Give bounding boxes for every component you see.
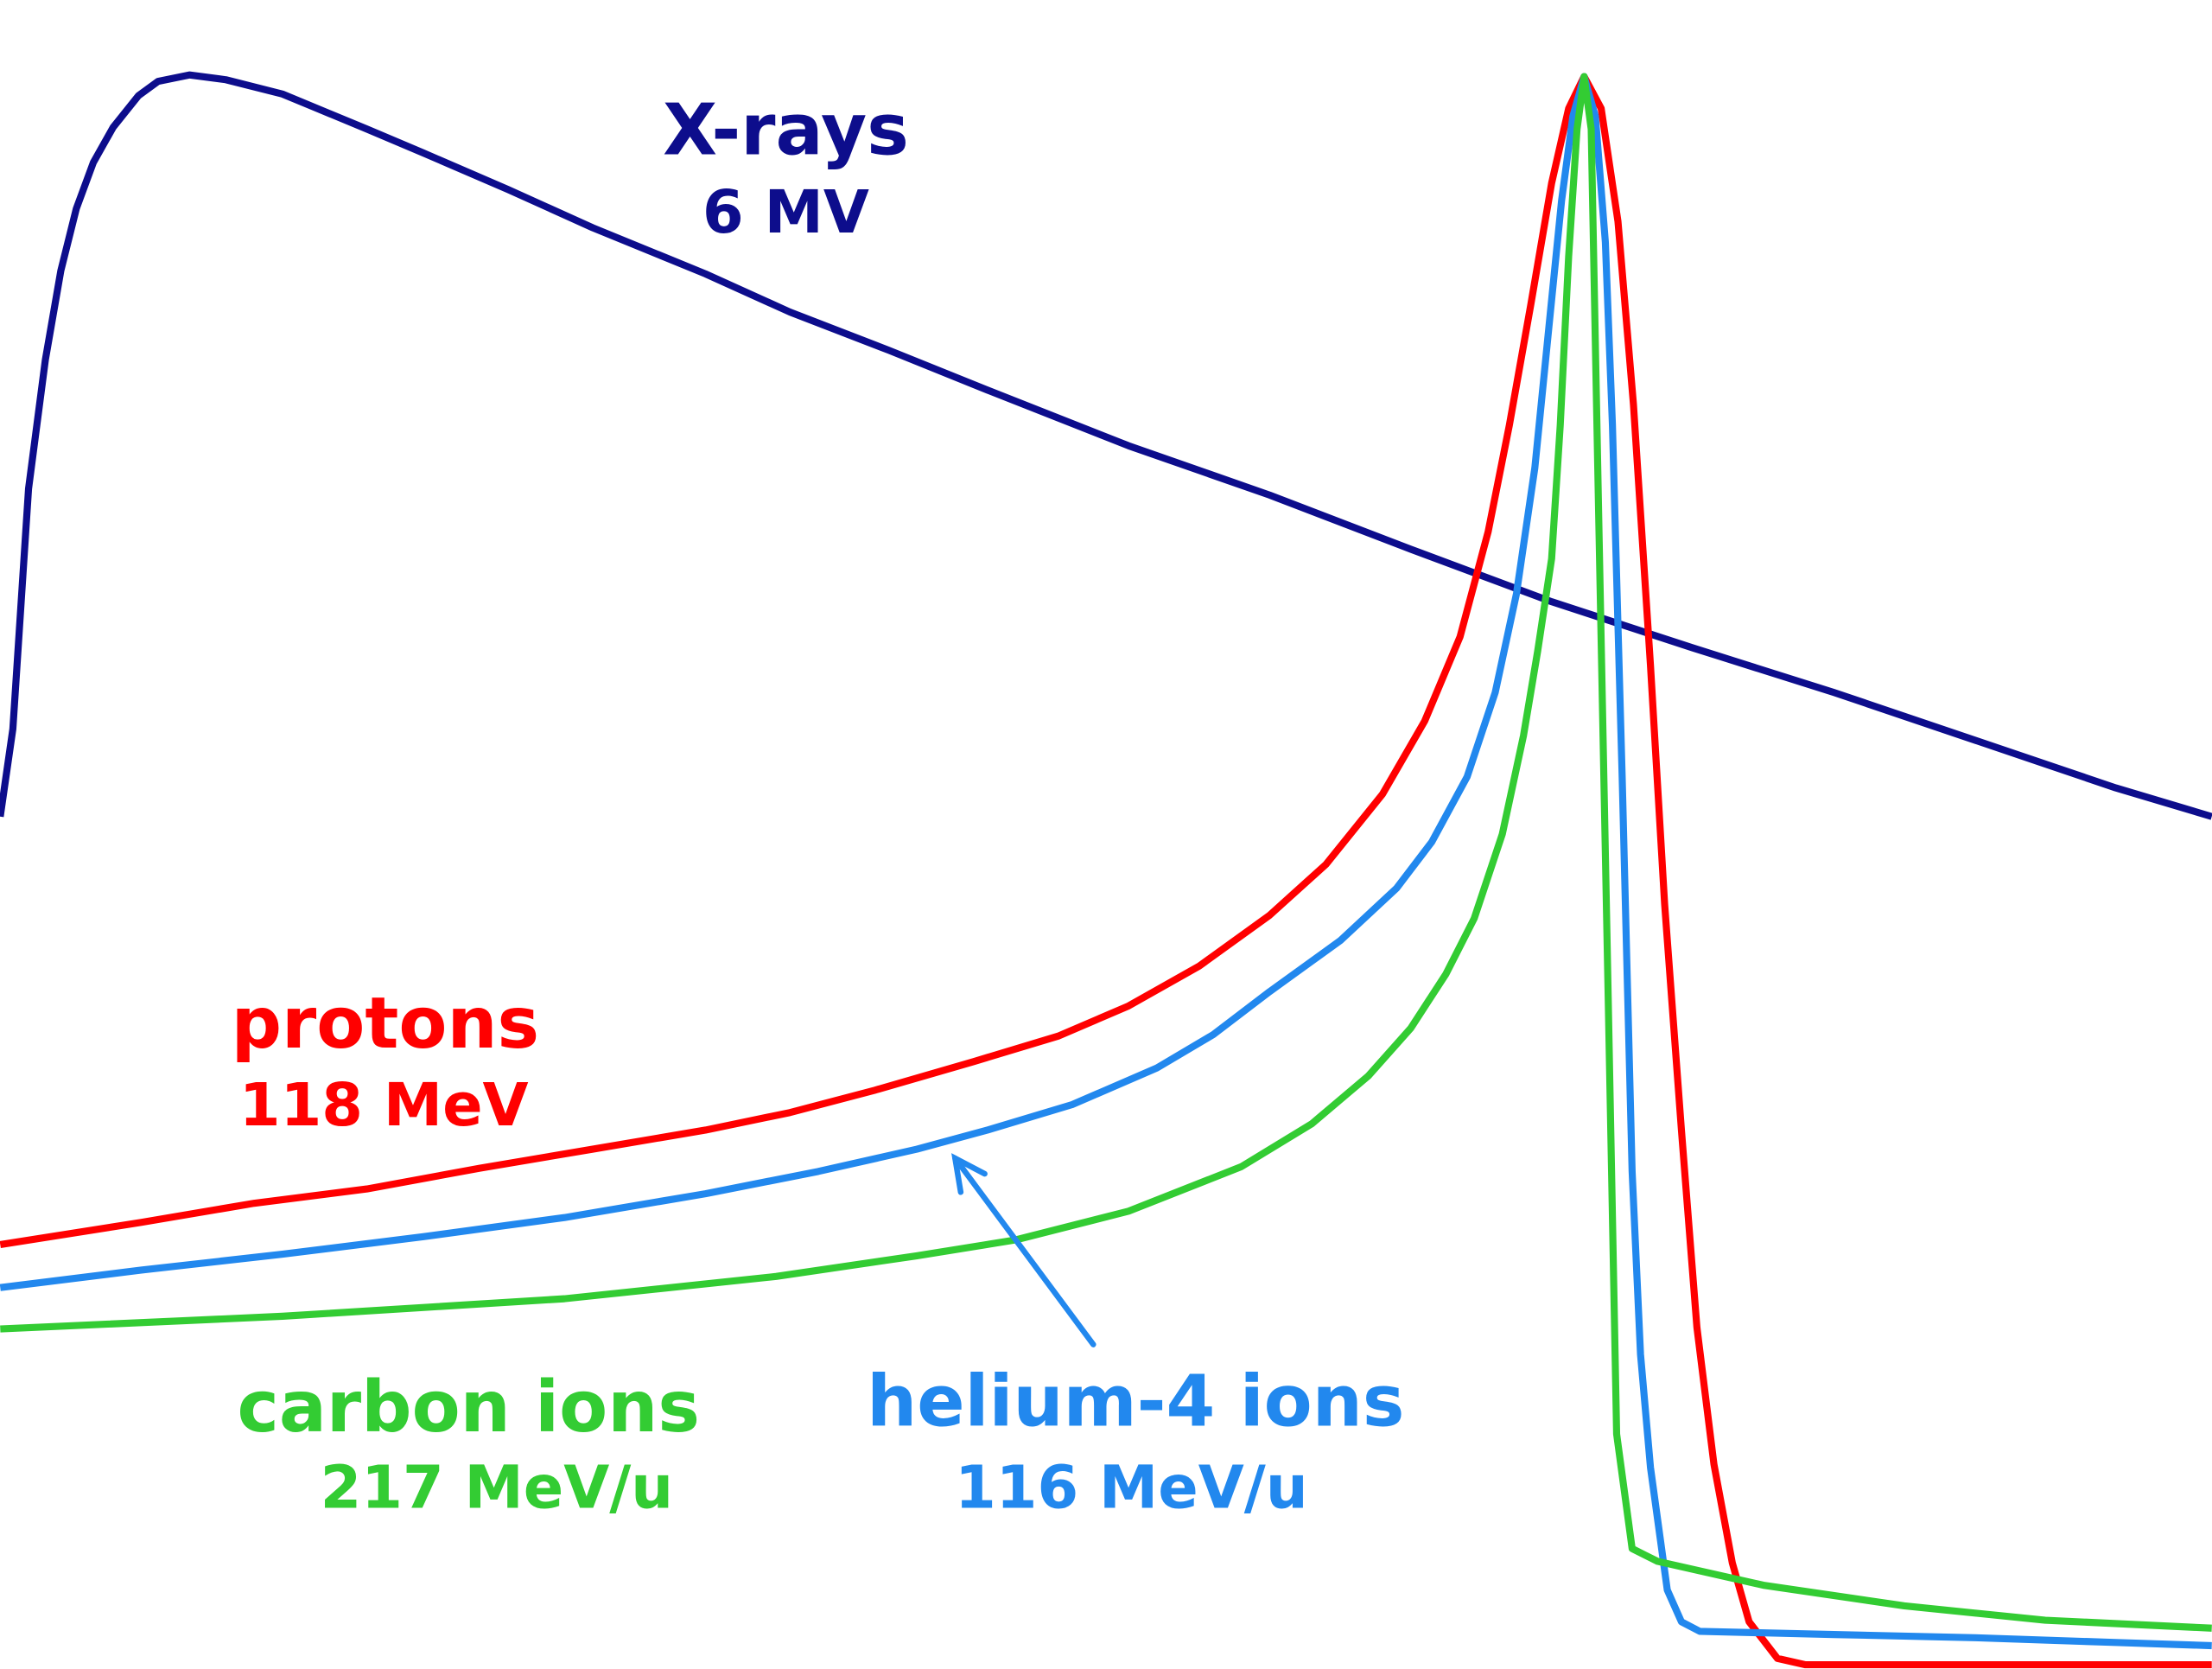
dose-curve: [0, 73, 2212, 1669]
series-energy: 118 MeV: [239, 1071, 529, 1140]
arrow-head: [951, 1153, 988, 1195]
series-energy: 6 MV: [702, 178, 869, 247]
series-energy: 116 MeV/u: [955, 1453, 1308, 1522]
helium-arrow: [951, 1153, 1096, 1347]
series-energy: 217 MeV/u: [321, 1453, 674, 1522]
series-name: helium-4 ions: [867, 1360, 1404, 1443]
dose-curve: [0, 73, 2212, 1650]
series-name: carbon ions: [238, 1366, 700, 1449]
arrow-shaft: [952, 1155, 1096, 1347]
series-name: X-rays: [663, 90, 909, 172]
series-name: protons: [232, 983, 539, 1065]
dose-curve: [0, 71, 2212, 820]
